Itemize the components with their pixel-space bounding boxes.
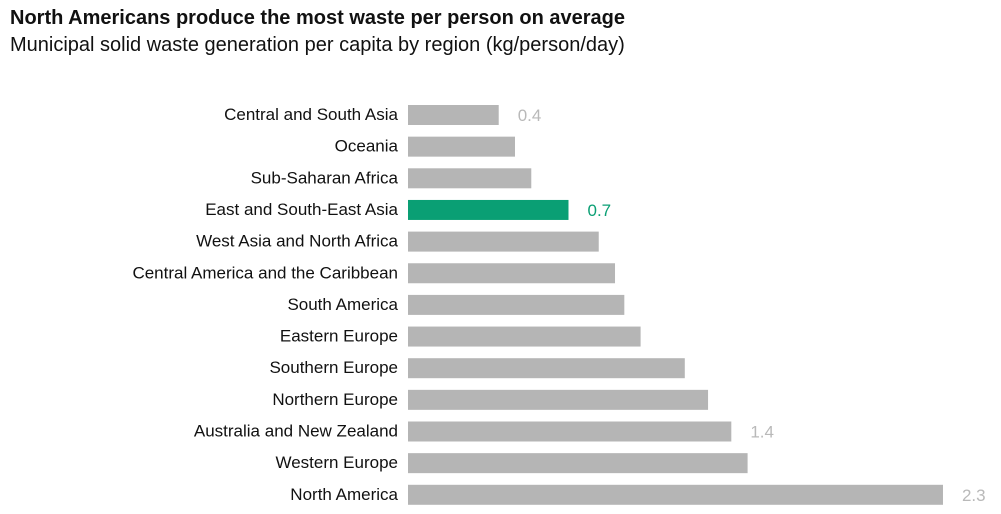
bar <box>408 263 616 284</box>
bar <box>408 453 748 474</box>
bar <box>408 168 532 189</box>
bar <box>408 484 943 505</box>
category-label: Sub-Saharan Africa <box>251 168 399 187</box>
category-label: South America <box>287 295 398 314</box>
category-label: North America <box>290 485 398 504</box>
bar <box>408 326 641 347</box>
bar <box>408 231 599 252</box>
bar <box>408 136 515 157</box>
category-label: Northern Europe <box>272 390 398 409</box>
bar <box>408 358 685 379</box>
category-label: Western Europe <box>275 453 398 472</box>
category-label: Australia and New Zealand <box>194 422 398 441</box>
category-label: Oceania <box>335 137 399 156</box>
bar <box>408 421 732 442</box>
data-label: 1.4 <box>750 423 774 442</box>
bar <box>408 294 625 315</box>
data-label: 2.3 <box>962 486 986 505</box>
bar <box>408 105 499 125</box>
category-label: West Asia and North Africa <box>196 232 398 251</box>
category-label: Central America and the Caribbean <box>132 263 398 282</box>
data-label: 0.7 <box>587 201 611 220</box>
category-label: Eastern Europe <box>280 327 398 346</box>
chart-title: North Americans produce the most waste p… <box>10 7 625 29</box>
chart-subtitle: Municipal solid waste generation per cap… <box>10 34 625 56</box>
category-label: East and South-East Asia <box>205 200 398 219</box>
data-label: 0.4 <box>518 106 542 125</box>
bar <box>408 389 709 410</box>
category-label: Central and South Asia <box>224 105 398 124</box>
bar <box>408 199 569 220</box>
category-label: Southern Europe <box>269 358 398 377</box>
